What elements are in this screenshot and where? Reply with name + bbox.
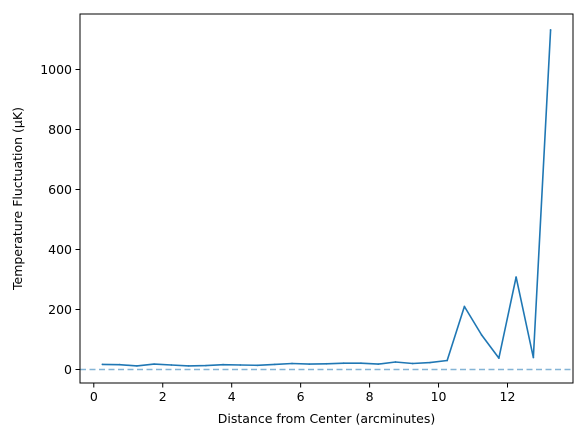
data-point (429, 361, 431, 364)
y-tick-label: 200 (48, 302, 72, 317)
y-tick-label: 400 (48, 242, 72, 257)
data-point (153, 363, 156, 365)
axes: 0 2 4 6 8 10 12 0 200 400 600 800 1000 (40, 13, 574, 404)
x-tick-label: 6 (297, 389, 305, 404)
data-point (325, 362, 328, 365)
data-point (360, 362, 362, 365)
data-point (342, 362, 345, 365)
data-point (256, 364, 259, 367)
data-point (411, 362, 414, 365)
data-point (308, 363, 311, 365)
y-axis-label: Temperature Fluctuation (μK) (10, 107, 25, 291)
data-point (118, 363, 121, 366)
axes-frame (79, 13, 574, 384)
x-tick-label: 2 (159, 389, 167, 404)
data-point (135, 365, 138, 367)
x-tick-label: 0 (90, 389, 98, 404)
data-point (187, 365, 190, 367)
data-point (394, 361, 397, 363)
x-tick-label: 12 (500, 389, 516, 404)
data-point (170, 364, 173, 366)
data-point (377, 363, 380, 365)
y-tick-label: 800 (48, 122, 72, 137)
y-tick-label: 0 (64, 362, 72, 377)
data-point (291, 362, 293, 365)
data-point (549, 29, 552, 31)
data-point (463, 305, 466, 308)
x-tick-label: 4 (228, 389, 236, 404)
data-point (446, 359, 449, 362)
data-point (273, 363, 276, 366)
y-tick-label: 1000 (40, 62, 72, 77)
data-point (497, 357, 500, 359)
data-point (515, 276, 518, 278)
data-point (101, 363, 104, 366)
data-point (480, 334, 483, 336)
x-tick-label: 8 (366, 389, 374, 404)
data-point (222, 363, 224, 366)
x-axis-label: Distance from Center (arcminutes) (218, 411, 436, 426)
data-point (239, 364, 242, 366)
plot-area (80, 29, 573, 371)
data-point (532, 356, 535, 359)
x-tick-label: 10 (431, 389, 447, 404)
data-point (204, 364, 207, 367)
y-tick-label: 600 (48, 182, 72, 197)
